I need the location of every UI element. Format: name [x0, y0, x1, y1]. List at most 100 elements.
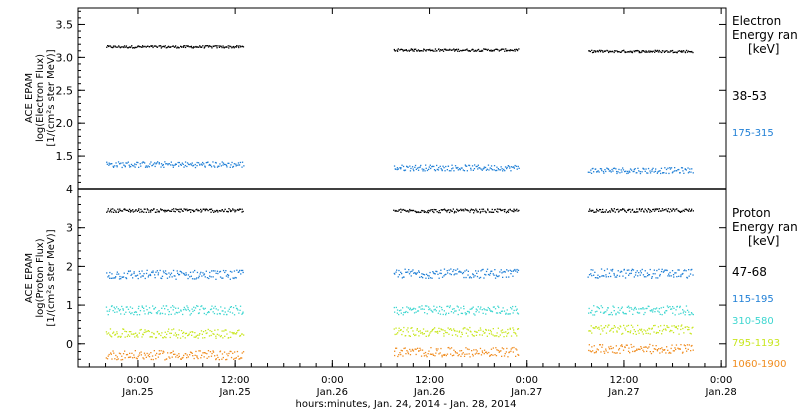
data-point	[500, 209, 502, 212]
data-point	[395, 327, 397, 329]
svg-text:ACE EPAM: ACE EPAM	[24, 73, 35, 123]
data-point	[400, 208, 402, 210]
data-point	[136, 274, 139, 276]
data-point	[598, 328, 600, 330]
data-point	[605, 325, 607, 327]
data-point	[174, 313, 176, 315]
data-point	[470, 208, 473, 210]
data-point	[469, 308, 471, 310]
data-point	[658, 210, 660, 212]
data-point	[118, 210, 120, 212]
data-point	[421, 349, 424, 351]
data-point	[121, 166, 123, 169]
data-point	[669, 351, 671, 354]
data-point	[241, 166, 243, 168]
data-point	[672, 312, 674, 314]
data-point	[423, 308, 425, 310]
data-point	[168, 163, 170, 165]
data-point	[465, 312, 468, 315]
data-point	[132, 277, 134, 279]
data-point	[486, 168, 488, 170]
data-point	[672, 208, 674, 210]
data-point	[685, 49, 688, 52]
data-point	[654, 208, 656, 210]
data-point	[675, 344, 678, 346]
data-point	[218, 210, 220, 212]
data-point	[461, 167, 463, 169]
data-point	[196, 271, 199, 274]
data-point	[649, 351, 651, 353]
data-point	[149, 273, 151, 276]
data-point	[677, 169, 679, 171]
data-point	[633, 276, 635, 278]
data-point	[147, 45, 149, 47]
data-point	[483, 277, 485, 279]
data-point	[477, 353, 479, 355]
data-point	[660, 167, 663, 169]
data-point	[183, 306, 185, 309]
data-point	[420, 164, 422, 167]
data-point	[124, 209, 126, 211]
data-point	[136, 314, 138, 316]
data-point	[615, 168, 617, 170]
data-point	[507, 328, 509, 331]
data-point	[138, 332, 140, 334]
data-point	[515, 270, 517, 272]
data-point	[460, 271, 462, 273]
data-point	[117, 336, 119, 338]
data-point	[592, 51, 595, 53]
data-point	[490, 270, 492, 272]
data-point	[405, 271, 408, 273]
data-point	[170, 210, 173, 212]
data-point	[605, 274, 607, 276]
data-point	[453, 269, 455, 271]
data-point	[492, 211, 494, 213]
data-point	[131, 352, 133, 354]
data-point	[207, 209, 209, 212]
data-point	[109, 45, 112, 47]
data-point	[411, 48, 413, 51]
data-point	[233, 314, 236, 316]
data-point	[605, 209, 607, 211]
data-point	[421, 50, 423, 52]
data-point	[191, 47, 193, 49]
data-point	[453, 349, 455, 351]
data-point	[619, 209, 622, 211]
data-point	[483, 167, 485, 170]
data-point	[129, 352, 131, 354]
data-point	[440, 328, 442, 330]
data-point	[682, 170, 684, 172]
data-point	[135, 46, 137, 49]
data-point	[510, 170, 512, 172]
data-point	[164, 270, 167, 272]
data-point	[135, 275, 137, 277]
data-point	[588, 210, 590, 212]
data-point	[642, 168, 644, 170]
data-point	[182, 272, 185, 275]
data-point	[194, 307, 197, 309]
data-point	[454, 165, 457, 167]
data-point	[154, 165, 156, 168]
data-point	[168, 313, 170, 316]
data-point	[421, 209, 423, 212]
data-point	[514, 305, 517, 308]
data-point	[597, 50, 599, 52]
data-point	[144, 166, 147, 168]
data-point	[219, 276, 222, 278]
data-point	[393, 306, 395, 309]
data-point	[406, 210, 408, 213]
data-point	[148, 356, 151, 358]
data-point	[511, 308, 513, 310]
data-point	[437, 273, 439, 275]
data-point	[459, 350, 461, 352]
data-point	[420, 332, 422, 334]
data-point	[429, 277, 432, 279]
data-point	[119, 275, 121, 278]
data-point	[480, 354, 483, 356]
data-point	[118, 352, 121, 354]
data-point	[457, 210, 459, 212]
data-point	[441, 169, 443, 172]
data-point	[221, 277, 223, 279]
data-point	[156, 331, 159, 333]
data-point	[158, 45, 160, 47]
